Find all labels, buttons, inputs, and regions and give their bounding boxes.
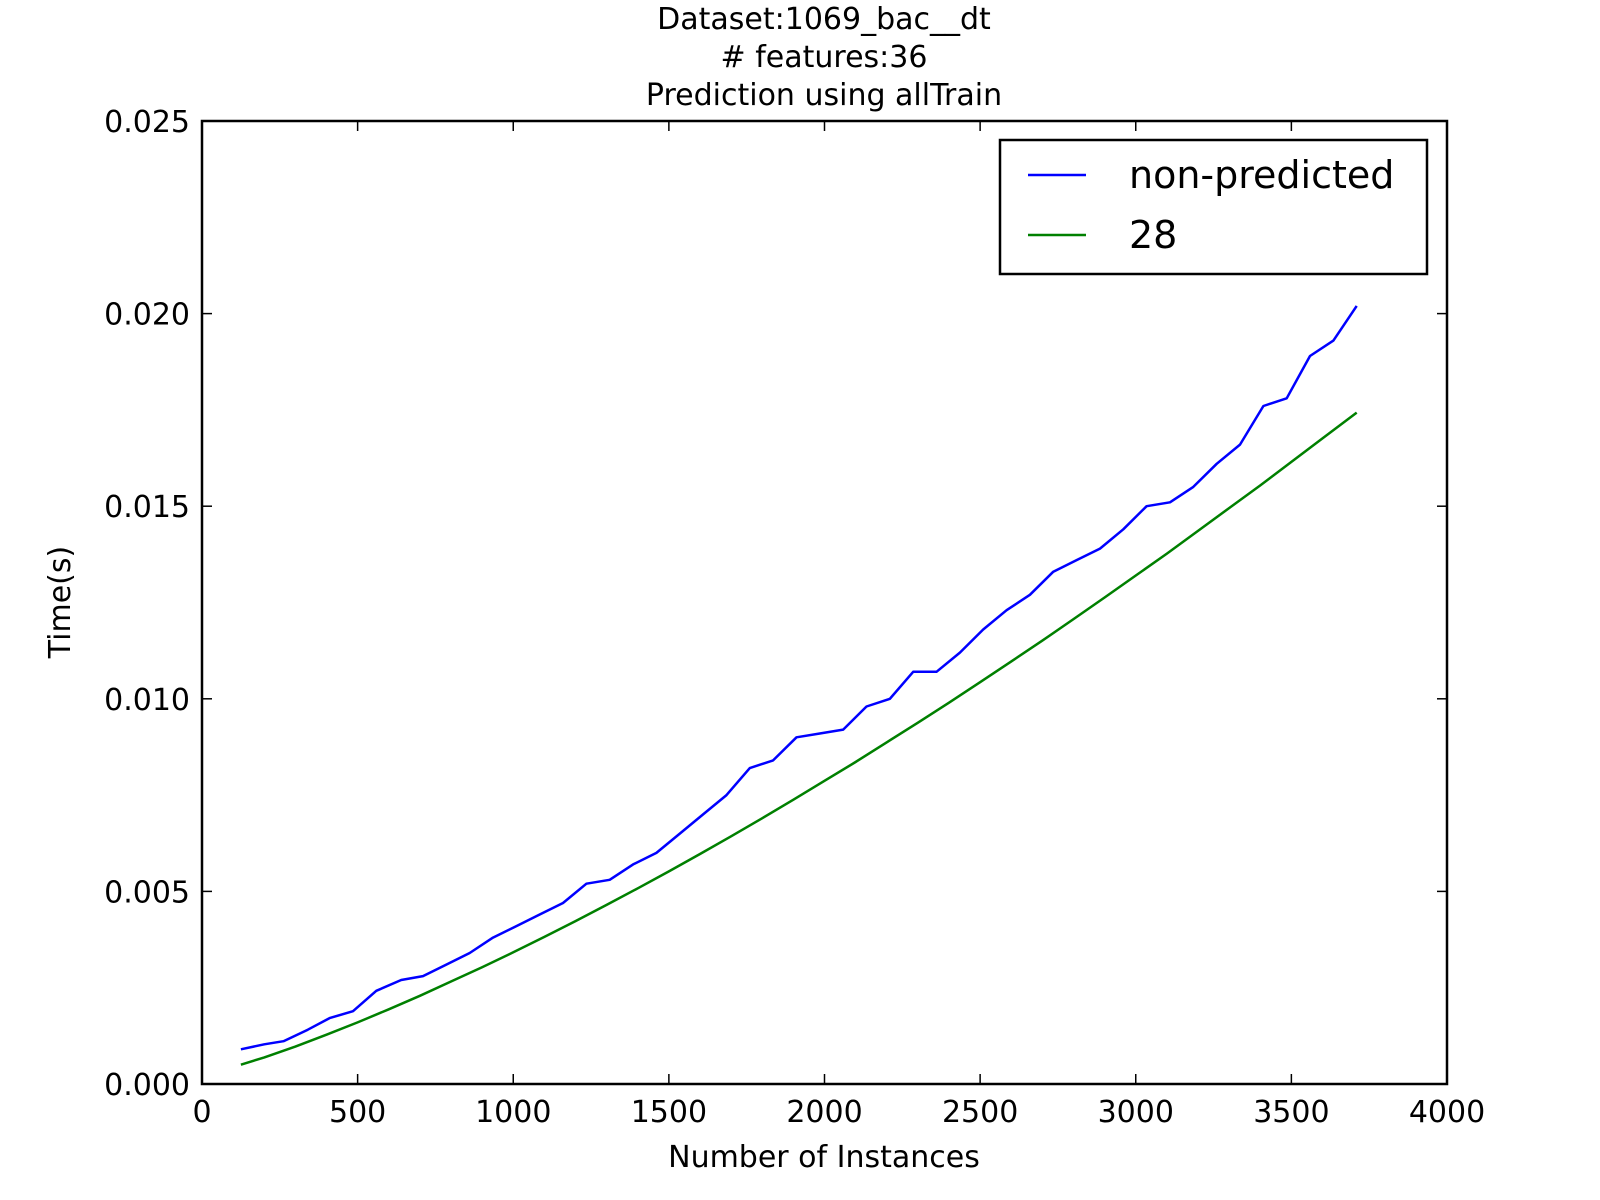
series-line-non-predicted xyxy=(240,305,1358,1051)
y-axis-label: Time(s) xyxy=(43,546,78,659)
data-series xyxy=(240,305,1358,1066)
y-tick-label: 0.010 xyxy=(104,683,190,718)
x-tick-label: 3000 xyxy=(1098,1095,1174,1130)
x-tick-label: 500 xyxy=(329,1095,386,1130)
chart-title-line-2: # features:36 xyxy=(721,40,928,75)
y-tick-label: 0.005 xyxy=(104,875,190,910)
x-tick-label: 3500 xyxy=(1253,1095,1329,1130)
y-tick-label: 0.000 xyxy=(104,1068,190,1103)
legend-label-non-predicted: non-predicted xyxy=(1129,153,1394,197)
x-tick-label: 2500 xyxy=(942,1095,1018,1130)
series-line-28 xyxy=(240,411,1358,1066)
y-tick-label: 0.025 xyxy=(104,105,190,140)
chart-title-line-1: Dataset:1069_bac__dt xyxy=(657,2,991,37)
chart-title-line-3: Prediction using allTrain xyxy=(646,78,1002,113)
x-tick-label: 4000 xyxy=(1409,1095,1485,1130)
y-tick-label: 0.015 xyxy=(104,490,190,525)
y-tick-label: 0.020 xyxy=(104,298,190,333)
x-tick-label: 1500 xyxy=(631,1095,707,1130)
legend-box xyxy=(998,138,1429,276)
x-tick-label: 2000 xyxy=(786,1095,862,1130)
axis-ticks xyxy=(201,120,1448,1085)
x-axis-label: Number of Instances xyxy=(668,1140,980,1175)
x-tick-label: 0 xyxy=(192,1095,211,1130)
legend-label-28: 28 xyxy=(1129,213,1177,257)
chart-title: Dataset:1069_bac__dt # features:36 Predi… xyxy=(646,2,1002,113)
x-tick-label: 1000 xyxy=(475,1095,551,1130)
plot-area xyxy=(200,119,1449,1086)
axis-tick-labels: 0 500 1000 1500 2000 2500 3000 3500 4000 0.000 0.0… xyxy=(104,105,1485,1130)
legend: non-predicted 28 xyxy=(998,138,1429,276)
